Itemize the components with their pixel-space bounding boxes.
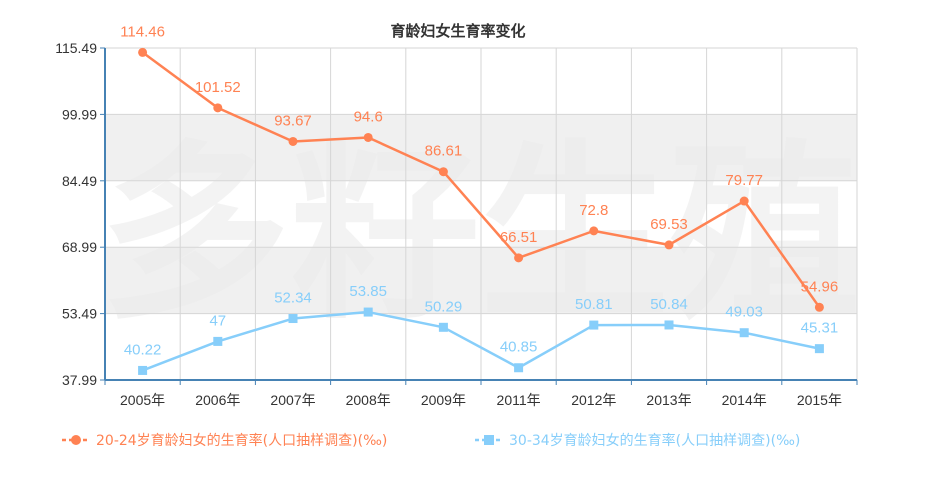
data-point — [814, 344, 824, 354]
x-tick-label: 2008年 — [346, 392, 391, 408]
x-tick-label: 2005年 — [120, 392, 165, 408]
data-point — [589, 320, 599, 330]
data-point — [213, 336, 223, 346]
y-tick-label: 37.99 — [62, 372, 97, 388]
data-point — [213, 103, 223, 113]
x-tick-label: 2012年 — [571, 392, 616, 408]
data-label: 40.85 — [500, 339, 538, 356]
chart-title: 育龄妇女生育率变化 — [390, 22, 525, 40]
legend-label: 30-34岁育龄妇女的生育率(人口抽样调查)(‰) — [509, 432, 800, 449]
data-point — [138, 365, 148, 375]
legend: 20-24岁育龄妇女的生育率(人口抽样调查)(‰) 30-34岁育龄妇女的生育率(… — [62, 432, 800, 449]
data-label: 50.81 — [575, 296, 613, 313]
y-tick-label: 53.49 — [62, 306, 97, 322]
x-tick-label: 2013年 — [646, 392, 691, 408]
legend-item-2: 30-34岁育龄妇女的生育率(人口抽样调查)(‰) — [475, 432, 800, 449]
data-label: 52.34 — [274, 290, 312, 307]
y-tick-label: 115.49 — [55, 40, 97, 56]
data-point — [438, 322, 448, 332]
data-point — [363, 132, 373, 142]
data-label: 86.61 — [425, 143, 463, 160]
data-point — [438, 167, 448, 177]
y-tick-label: 68.99 — [62, 239, 97, 255]
data-point — [739, 196, 749, 206]
data-label: 94.6 — [354, 108, 383, 125]
legend-marker — [484, 435, 494, 445]
data-point — [589, 226, 599, 236]
legend-item-1: 20-24岁育龄妇女的生育率(人口抽样调查)(‰) — [62, 432, 387, 449]
data-point — [664, 320, 674, 330]
data-label: 93.67 — [274, 112, 312, 129]
data-label: 49.03 — [725, 304, 763, 321]
y-axis-ticks: 37.99 53.49 68.99 84.49 99.99 115.49 — [55, 40, 105, 388]
data-label: 40.22 — [124, 341, 162, 358]
x-tick-label: 2006年 — [195, 392, 240, 408]
x-tick-label: 2009年 — [421, 392, 466, 408]
x-tick-label: 2015年 — [797, 392, 842, 408]
x-axis-ticks: 2005年 2006年 2007年 2008年 2009年 2011年 2012年 2013年… — [104, 380, 858, 408]
data-point — [363, 307, 373, 317]
watermark: 多籽生殖 — [100, 124, 860, 345]
data-label: 79.77 — [725, 172, 763, 189]
y-tick-label: 84.49 — [62, 173, 97, 189]
legend-marker — [71, 435, 81, 445]
data-label: 66.51 — [500, 229, 538, 246]
data-point — [514, 363, 524, 373]
data-label: 47 — [209, 312, 226, 329]
data-point — [664, 240, 674, 250]
data-point — [138, 47, 148, 57]
data-point — [514, 253, 524, 263]
data-label: 50.84 — [650, 296, 688, 313]
data-label: 45.31 — [801, 320, 839, 337]
data-point — [288, 314, 298, 324]
legend-label: 20-24岁育龄妇女的生育率(人口抽样调查)(‰) — [96, 432, 387, 449]
x-tick-label: 2007年 — [270, 392, 315, 408]
data-label: 72.8 — [579, 202, 608, 219]
series-line-1 — [141, 51, 821, 309]
data-label: 53.85 — [349, 283, 387, 300]
x-tick-label: 2014年 — [722, 392, 767, 408]
y-tick-label: 99.99 — [62, 106, 97, 122]
data-point — [814, 302, 824, 312]
x-tick-label: 2011年 — [497, 392, 541, 408]
data-label: 101.52 — [195, 79, 241, 96]
data-point — [739, 328, 749, 338]
data-point — [288, 136, 298, 146]
data-label: 114.46 — [120, 23, 165, 40]
series-line-2 — [142, 310, 820, 372]
series-group — [138, 47, 824, 375]
data-label: 69.53 — [650, 216, 688, 233]
data-labels: 114.46 101.52 93.67 94.6 86.61 66.51 72.8 69.53… — [120, 23, 838, 358]
data-label: 50.29 — [425, 298, 463, 315]
data-label: 54.96 — [801, 278, 839, 295]
